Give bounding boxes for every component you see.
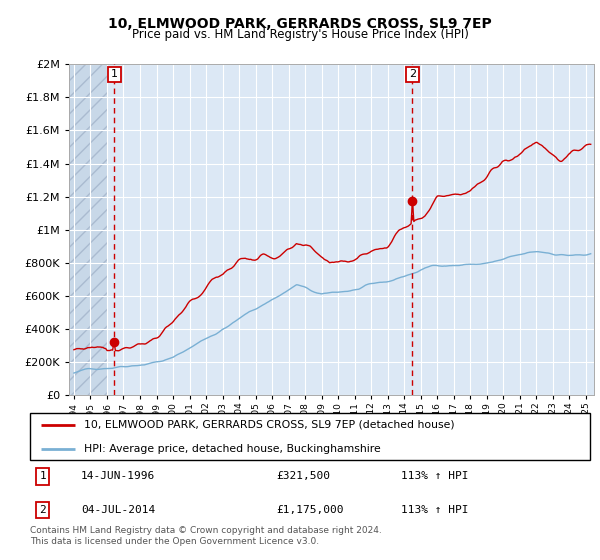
Text: HPI: Average price, detached house, Buckinghamshire: HPI: Average price, detached house, Buck… bbox=[84, 444, 380, 454]
Bar bbox=[69, 64, 107, 395]
Text: 1: 1 bbox=[40, 472, 46, 482]
Text: £321,500: £321,500 bbox=[277, 472, 331, 482]
Text: £1,175,000: £1,175,000 bbox=[277, 505, 344, 515]
FancyBboxPatch shape bbox=[30, 413, 590, 460]
Text: 10, ELMWOOD PARK, GERRARDS CROSS, SL9 7EP: 10, ELMWOOD PARK, GERRARDS CROSS, SL9 7E… bbox=[108, 17, 492, 31]
Text: 2: 2 bbox=[409, 69, 416, 80]
Text: 2: 2 bbox=[40, 505, 46, 515]
Text: Contains HM Land Registry data © Crown copyright and database right 2024.
This d: Contains HM Land Registry data © Crown c… bbox=[30, 526, 382, 546]
Text: 04-JUL-2014: 04-JUL-2014 bbox=[81, 505, 155, 515]
Text: 1: 1 bbox=[111, 69, 118, 80]
Text: Price paid vs. HM Land Registry's House Price Index (HPI): Price paid vs. HM Land Registry's House … bbox=[131, 28, 469, 41]
Text: 113% ↑ HPI: 113% ↑ HPI bbox=[401, 505, 469, 515]
Text: 10, ELMWOOD PARK, GERRARDS CROSS, SL9 7EP (detached house): 10, ELMWOOD PARK, GERRARDS CROSS, SL9 7E… bbox=[84, 419, 454, 430]
Text: 113% ↑ HPI: 113% ↑ HPI bbox=[401, 472, 469, 482]
Text: 14-JUN-1996: 14-JUN-1996 bbox=[81, 472, 155, 482]
